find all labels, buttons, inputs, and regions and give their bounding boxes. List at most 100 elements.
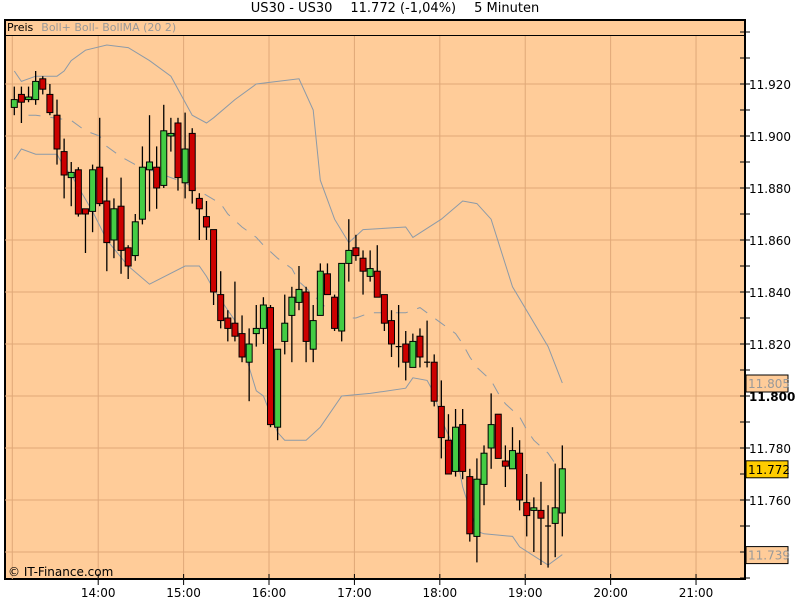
candles <box>10 71 566 568</box>
candle <box>53 99 61 165</box>
candle <box>302 286 310 363</box>
candle <box>551 463 559 558</box>
candle <box>345 219 353 282</box>
candle <box>60 138 68 199</box>
candle <box>124 245 132 279</box>
candle <box>437 380 445 459</box>
x-tick-label: 20:00 <box>593 586 628 600</box>
candle-body <box>409 340 417 368</box>
candle-body <box>124 247 132 267</box>
candle-body <box>96 166 104 205</box>
candle <box>181 112 189 199</box>
candle-body <box>10 99 18 108</box>
candle <box>323 263 331 296</box>
candle-body <box>32 80 40 101</box>
candle <box>424 320 431 368</box>
candle-body <box>288 296 296 316</box>
candle-body <box>153 166 161 189</box>
candle <box>202 201 210 240</box>
candle-body <box>146 161 154 171</box>
candle-body <box>46 93 54 114</box>
candle <box>32 71 40 105</box>
interval-label: 5 Minuten <box>474 1 540 16</box>
candle-body <box>67 171 75 179</box>
candle <box>10 86 18 116</box>
x-tick-label: 14:00 <box>81 586 116 600</box>
candle <box>146 115 154 212</box>
candle-body <box>81 208 89 215</box>
candle-body <box>103 200 111 244</box>
candle-body <box>444 439 452 475</box>
candle <box>523 474 531 537</box>
candle-body <box>331 296 339 329</box>
candle-body <box>473 478 481 537</box>
candle <box>416 328 424 368</box>
marker-box-last <box>745 460 789 479</box>
candle-body <box>487 424 495 449</box>
candle-body <box>437 405 445 439</box>
candle-body <box>338 262 346 332</box>
copyright: © IT-Finance.com <box>8 565 114 579</box>
y-tick-label: 11.820 <box>749 338 791 352</box>
x-tick-label: 19:00 <box>508 586 543 600</box>
candle <box>267 305 275 428</box>
symbol-label: US30 - US30 <box>250 1 333 16</box>
candle-body <box>459 424 467 472</box>
candle-body <box>309 320 317 350</box>
candle-body <box>17 93 25 103</box>
y-tick-label: 11.860 <box>749 234 791 248</box>
candle <box>338 262 346 342</box>
candle-body <box>452 426 460 472</box>
candle <box>153 146 161 209</box>
candle-body <box>238 333 246 358</box>
marker-label-lower-band: 11.739 <box>748 549 790 563</box>
candle <box>96 117 104 207</box>
candle-body <box>224 317 232 329</box>
y-tick-label: 11.900 <box>749 130 791 144</box>
candle <box>395 305 402 368</box>
candle-body <box>494 413 502 459</box>
candle-body <box>39 78 47 90</box>
legend-bollinger: Boll+ Boll- BollMA (20 2) <box>41 21 177 34</box>
candle <box>295 266 303 311</box>
candle-body <box>110 208 118 241</box>
candle-body <box>245 343 253 363</box>
candle <box>359 250 367 295</box>
y-tick-label: 11.800 <box>749 390 795 404</box>
chart-title: US30 - US30 11.772 (-1,04%) 5 Minuten <box>0 1 790 16</box>
candle <box>74 167 82 217</box>
candle-body <box>508 450 516 470</box>
candle-body <box>302 291 310 342</box>
candle <box>501 445 509 487</box>
candle-body <box>117 205 125 251</box>
grid <box>5 36 745 579</box>
candle-body <box>274 348 282 428</box>
candle-body <box>345 249 353 264</box>
candle <box>430 354 438 407</box>
candle <box>494 413 502 459</box>
candle <box>452 409 460 477</box>
candle-body <box>537 509 545 519</box>
candle-body <box>138 166 146 220</box>
candle <box>274 348 282 441</box>
candle <box>366 250 374 282</box>
candle-body <box>195 197 203 210</box>
candle <box>160 104 168 188</box>
candle-body <box>60 151 68 176</box>
x-tick-label: 21:00 <box>679 586 714 600</box>
candle <box>466 468 474 542</box>
candle <box>167 117 175 152</box>
x-tick-label: 15:00 <box>166 586 201 600</box>
candle <box>138 146 146 225</box>
y-tick-label: 11.920 <box>749 78 791 92</box>
candle <box>210 229 218 305</box>
band-bollma <box>28 114 556 464</box>
candle-body <box>231 322 239 337</box>
candle <box>380 294 388 331</box>
band-boll-upper <box>13 44 563 384</box>
candle-body <box>430 361 438 402</box>
candle <box>17 86 25 123</box>
candle <box>231 281 239 342</box>
candle <box>25 86 33 103</box>
